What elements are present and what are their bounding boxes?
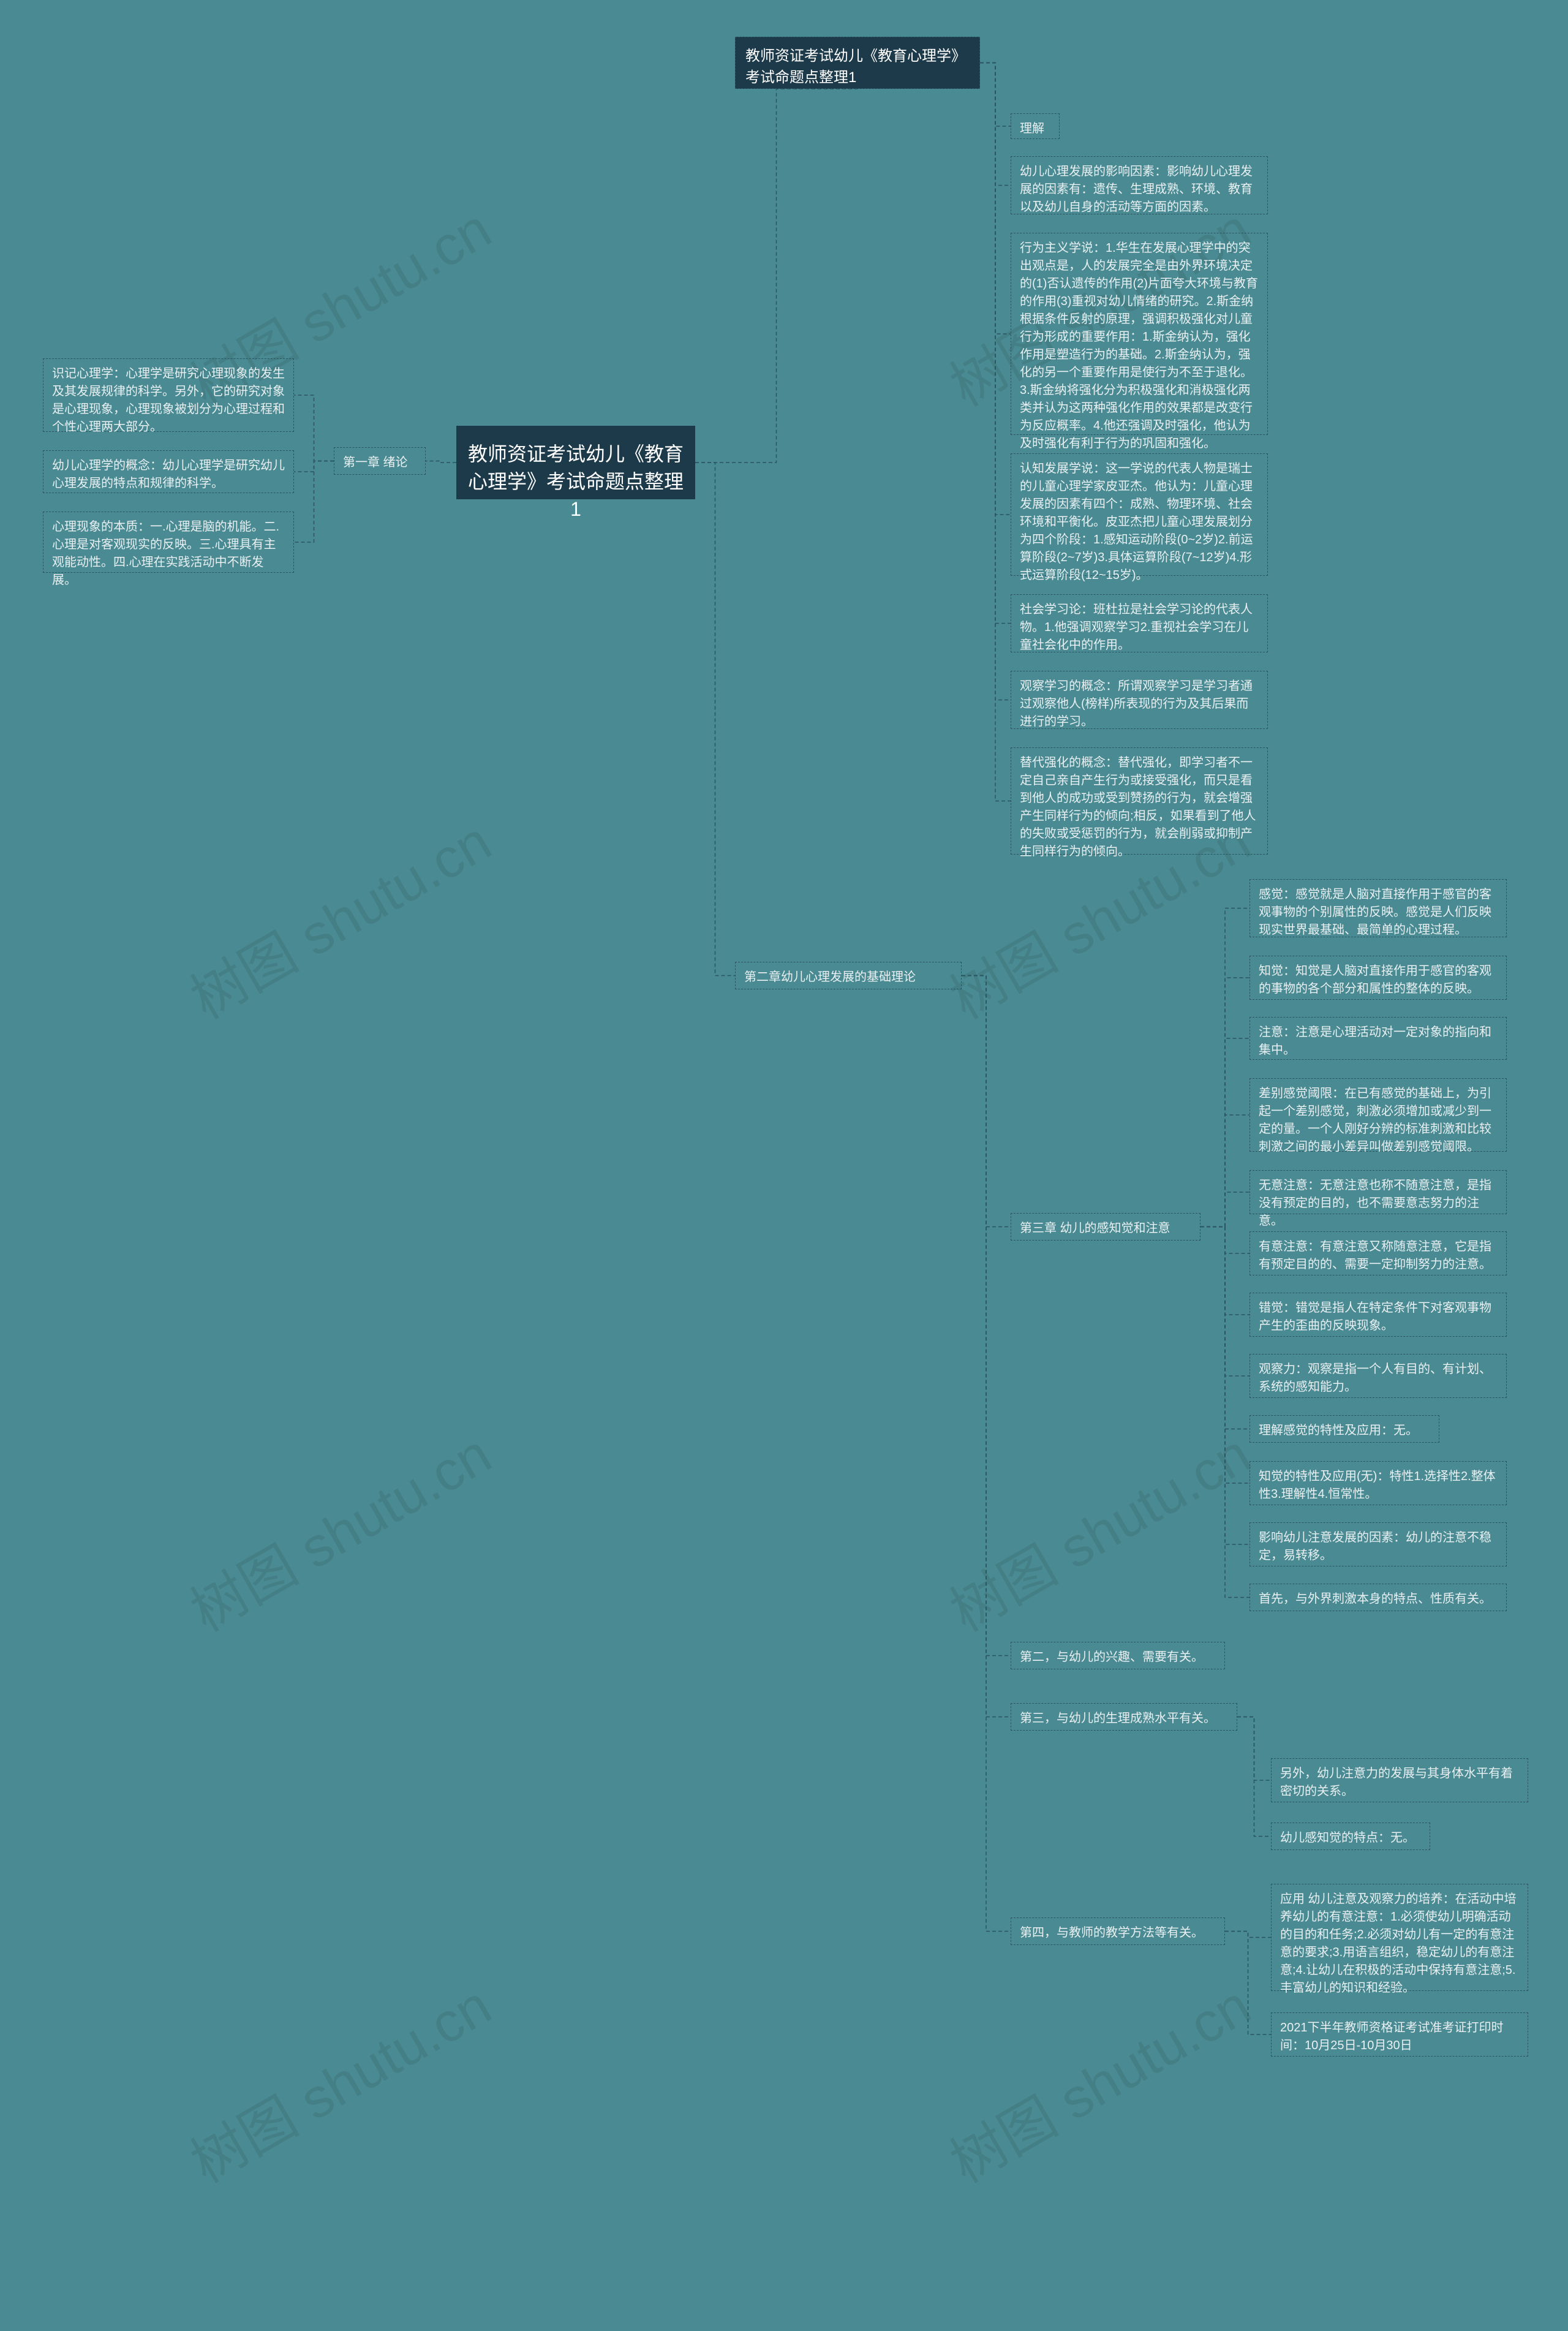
ch3-item-node[interactable]: 知觉：知觉是人脑对直接作用于感官的客观的事物的各个部分和属性的整体的反映。: [1250, 956, 1507, 1000]
ch1-item-node[interactable]: 心理现象的本质：一.心理是脑的机能。二.心理是对客观现实的反映。三.心理具有主观…: [43, 512, 294, 573]
ch3-item-node[interactable]: 影响幼儿注意发展的因素：幼儿的注意不稳定，易转移。: [1250, 1522, 1507, 1566]
ch2-item-node[interactable]: 替代强化的概念：替代强化，即学习者不一定自己亲自产生行为或接受强化，而只是看到他…: [1011, 747, 1268, 855]
ch3-item-node[interactable]: 观察力：观察是指一个人有目的、有计划、系统的感知能力。: [1250, 1354, 1507, 1398]
ch3-item-node[interactable]: 注意：注意是心理活动对一定对象的指向和集中。: [1250, 1017, 1507, 1060]
ch2-item-node[interactable]: 观察学习的概念：所谓观察学习是学习者通过观察他人(榜样)所表现的行为及其后果而进…: [1011, 671, 1268, 729]
ch3-item-node[interactable]: 感觉：感觉就是人脑对直接作用于感官的客观事物的个别属性的反映。感觉是人们反映现实…: [1250, 879, 1507, 937]
root-node[interactable]: 教师资证考试幼儿《教育心理学》考试命题点整理1: [456, 426, 695, 499]
ch2-item-node[interactable]: 幼儿心理发展的影响因素：影响幼儿心理发展的因素有：遗传、生理成熟、环境、教育以及…: [1011, 156, 1268, 214]
section-3-item-node[interactable]: 幼儿感知觉的特点：无。: [1271, 1823, 1430, 1850]
section-4-item-node[interactable]: 应用 幼儿注意及观察力的培养：在活动中培养幼儿的有意注意：1.必须使幼儿明确活动…: [1271, 1884, 1528, 1991]
ch3-item-node[interactable]: 有意注意：有意注意又称随意注意，它是指有预定目的的、需要一定抑制努力的注意。: [1250, 1231, 1507, 1275]
section-3-item-node[interactable]: 另外，幼儿注意力的发展与其身体水平有着密切的关系。: [1271, 1758, 1528, 1802]
ch3-item-node[interactable]: 首先，与外界刺激本身的特点、性质有关。: [1250, 1584, 1507, 1611]
section-3-node[interactable]: 第三，与幼儿的生理成熟水平有关。: [1011, 1703, 1237, 1731]
ch1-item-node[interactable]: 幼儿心理学的概念：幼儿心理学是研究幼儿心理发展的特点和规律的科学。: [43, 450, 294, 493]
chapter-3-node[interactable]: 第三章 幼儿的感知觉和注意: [1011, 1213, 1200, 1241]
ch2-item-node[interactable]: 社会学习论：班杜拉是社会学习论的代表人物。1.他强调观察学习2.重视社会学习在儿…: [1011, 594, 1268, 652]
section-4-node[interactable]: 第四，与教师的教学方法等有关。: [1011, 1917, 1225, 1945]
section-2-node[interactable]: 第二，与幼儿的兴趣、需要有关。: [1011, 1642, 1225, 1669]
ch2-item-node[interactable]: 理解: [1011, 113, 1060, 139]
ch3-item-node[interactable]: 无意注意：无意注意也称不随意注意，是指没有预定的目的，也不需要意志努力的注意。: [1250, 1170, 1507, 1214]
ch2-item-node[interactable]: 认知发展学说：这一学说的代表人物是瑞士的儿童心理学家皮亚杰。他认为：儿童心理发展…: [1011, 453, 1268, 576]
ch2-item-node[interactable]: 行为主义学说：1.华生在发展心理学中的突出观点是，人的发展完全是由外界环境决定的…: [1011, 233, 1268, 435]
ch3-item-node[interactable]: 知觉的特性及应用(无)：特性1.选择性2.整体性3.理解性4.恒常性。: [1250, 1461, 1507, 1505]
ch3-item-node[interactable]: 理解感觉的特性及应用：无。: [1250, 1415, 1439, 1443]
watermark: 树图 shutu.cn: [174, 798, 503, 1033]
ch3-item-node[interactable]: 错觉：错觉是指人在特定条件下对客观事物产生的歪曲的反映现象。: [1250, 1293, 1507, 1337]
watermark: 树图 shutu.cn: [933, 1410, 1262, 1646]
title-node[interactable]: 教师资证考试幼儿《教育心理学》考试命题点整理1: [735, 37, 980, 89]
watermark: 树图 shutu.cn: [174, 1410, 503, 1646]
chapter-1-node[interactable]: 第一章 绪论: [334, 447, 426, 475]
watermark: 树图 shutu.cn: [174, 1962, 503, 2197]
ch1-item-node[interactable]: 识记心理学：心理学是研究心理现象的发生及其发展规律的科学。另外，它的研究对象是心…: [43, 358, 294, 432]
chapter-2-node[interactable]: 第二章幼儿心理发展的基础理论: [735, 962, 962, 989]
ch3-item-node[interactable]: 差别感觉阈限：在已有感觉的基础上，为引起一个差别感觉，刺激必须增加或减少到一定的…: [1250, 1078, 1507, 1152]
watermark: 树图 shutu.cn: [933, 1962, 1262, 2197]
section-4-item-node[interactable]: 2021下半年教师资格证考试准考证打印时间：10月25日-10月30日: [1271, 2012, 1528, 2057]
